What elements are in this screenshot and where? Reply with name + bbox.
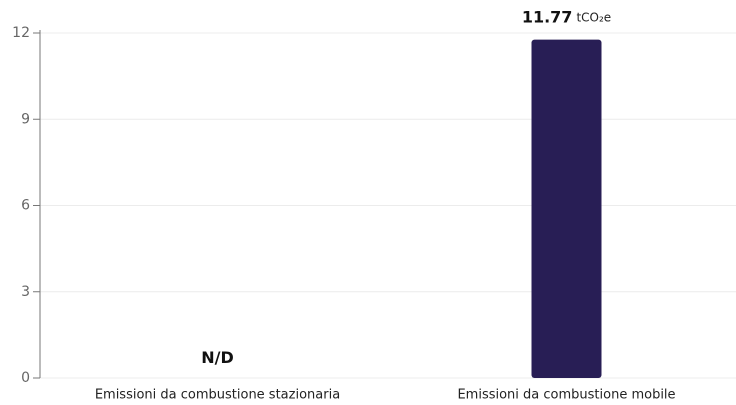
y-tick-label: 9 xyxy=(21,111,30,127)
value-label: N/D xyxy=(201,348,234,367)
value-label: 11.77 tCO₂e xyxy=(522,7,611,26)
x-tick-label: Emissioni da combustione mobile xyxy=(457,388,675,403)
y-tick-label: 6 xyxy=(21,198,30,214)
value-label-number: N/D xyxy=(201,348,234,367)
x-tick-label: Emissioni da combustione stazionaria xyxy=(95,388,340,403)
bar xyxy=(531,39,602,379)
value-label-number: 11.77 xyxy=(522,7,573,26)
y-tick-label: 3 xyxy=(21,284,30,300)
y-tick-label: 0 xyxy=(21,370,30,386)
y-tick-label: 12 xyxy=(12,25,30,41)
value-label-unit: tCO₂e xyxy=(576,10,611,24)
